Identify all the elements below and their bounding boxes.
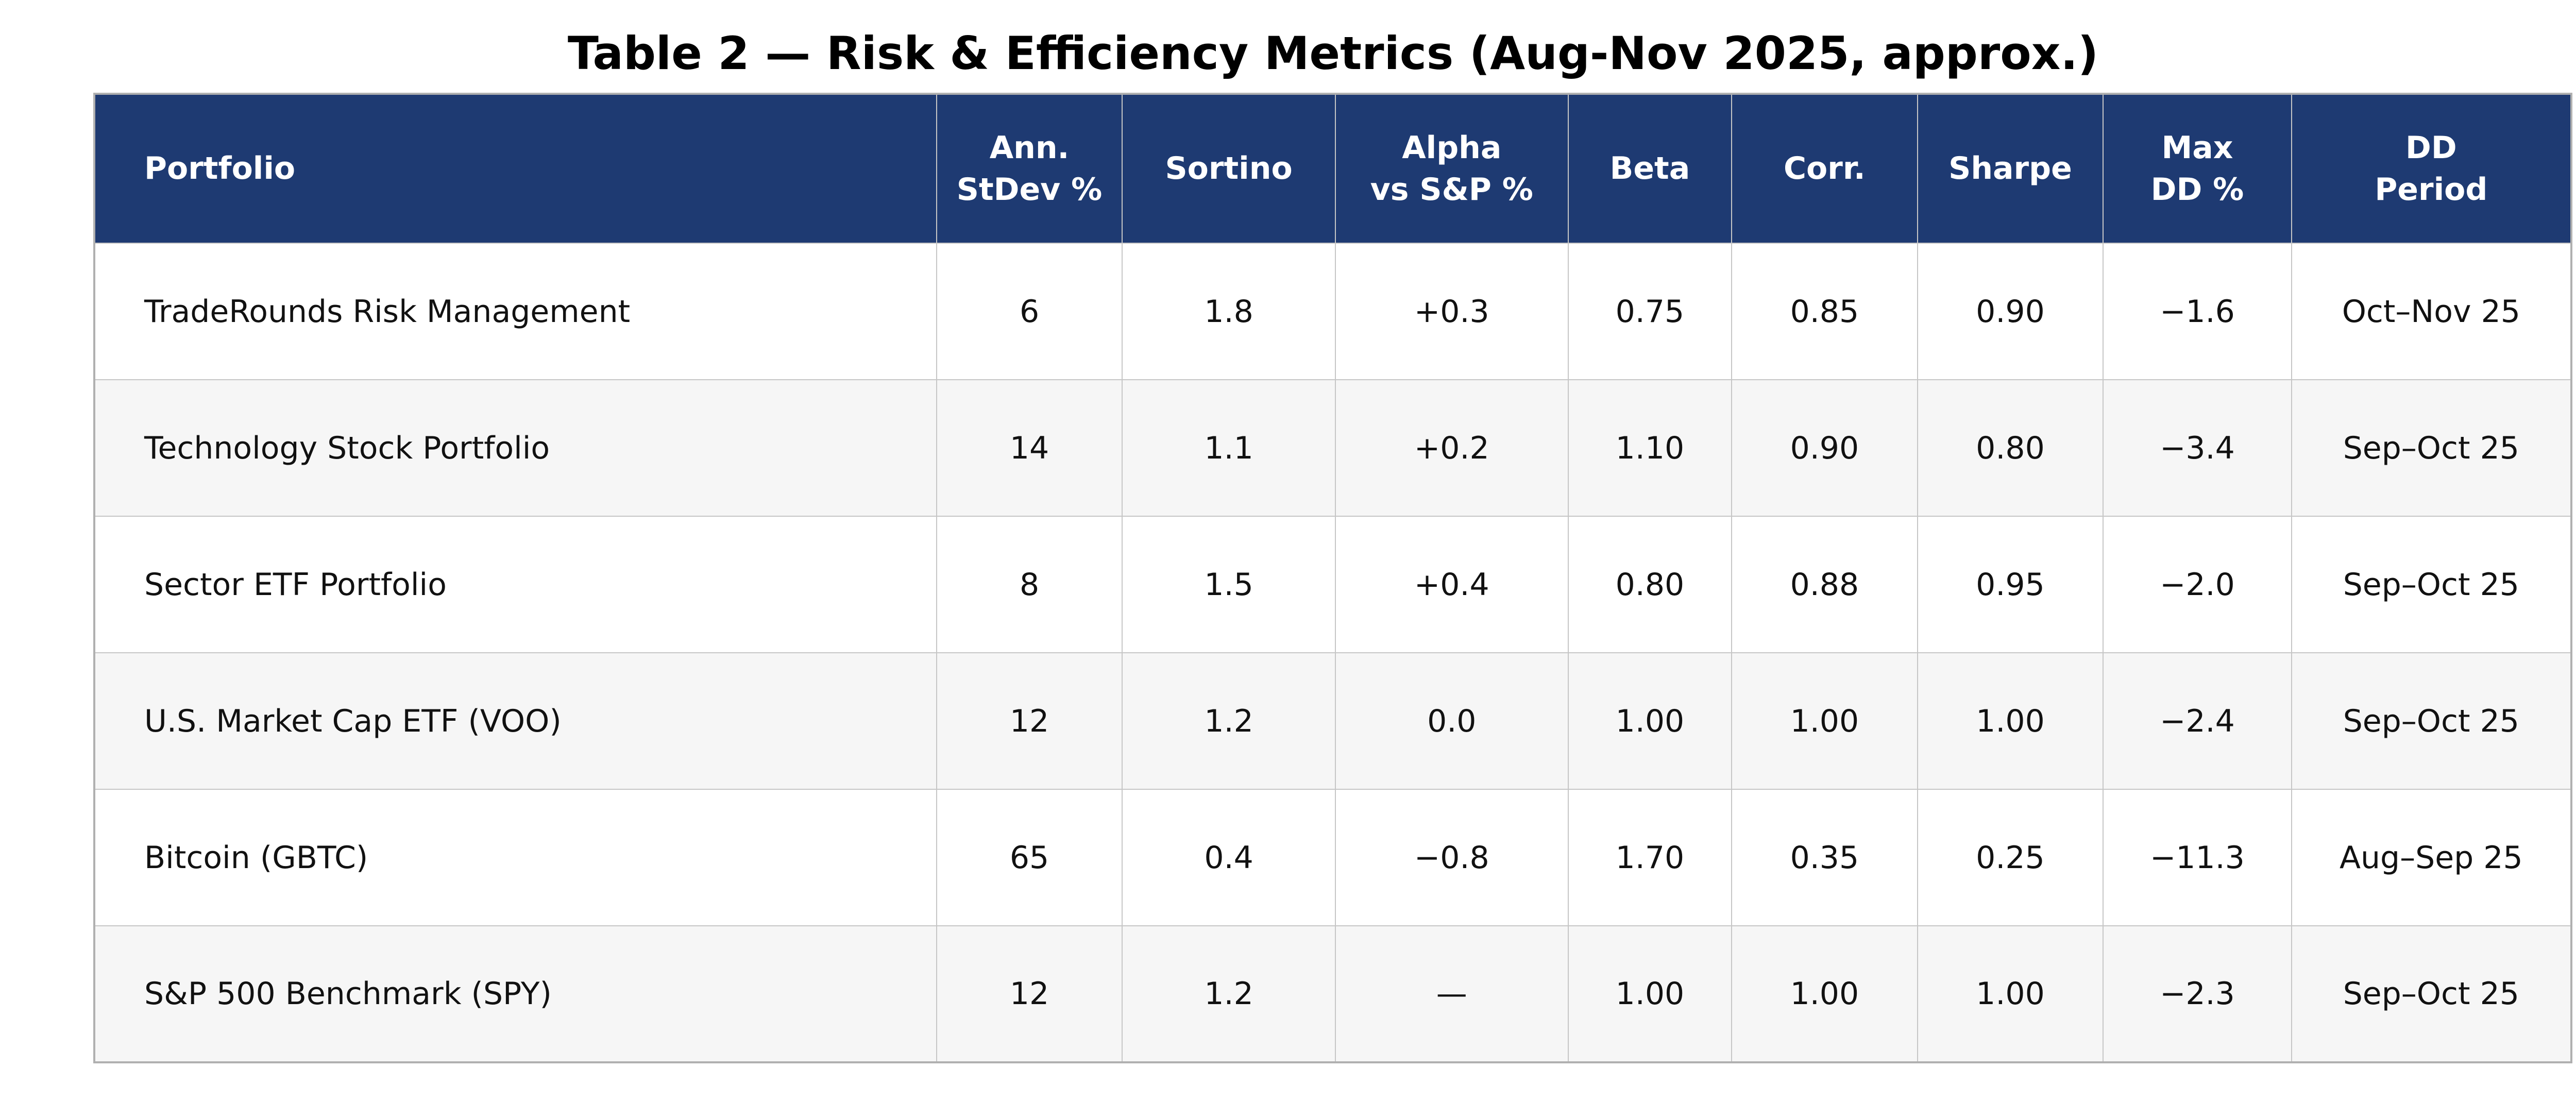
column-header-ann_stdev: Ann. StDev %	[936, 93, 1123, 244]
cell-ann_stdev: 8	[936, 516, 1123, 653]
cell-portfolio: TradeRounds Risk Management	[94, 243, 937, 380]
column-header-max_dd: Max DD %	[2103, 93, 2292, 244]
cell-alpha: —	[1334, 925, 1569, 1063]
cell-alpha: +0.3	[1334, 243, 1569, 380]
cell-beta: 1.00	[1567, 925, 1733, 1063]
cell-alpha: +0.2	[1334, 379, 1569, 517]
header-row: Portfolio Ann. StDev % Sortino Alpha vs S&P…	[94, 93, 2572, 244]
cell-portfolio: Sector ETF Portfolio	[94, 516, 937, 653]
table-header: Portfolio Ann. StDev % Sortino Alpha vs S&P…	[94, 93, 2572, 244]
table-row: Technology Stock Portfolio 14 1.1 +0.2 1.10 0…	[94, 379, 2572, 517]
column-header-sharpe: Sharpe	[1917, 93, 2104, 244]
cell-corr: 0.85	[1731, 243, 1918, 380]
cell-sortino: 1.2	[1122, 925, 1336, 1063]
cell-beta: 1.10	[1567, 379, 1733, 517]
cell-sharpe: 0.25	[1917, 789, 2104, 926]
cell-sortino: 1.2	[1122, 652, 1336, 790]
cell-alpha: 0.0	[1334, 652, 1569, 790]
cell-dd_period: Oct–Nov 25	[2291, 243, 2572, 380]
cell-portfolio: S&P 500 Benchmark (SPY)	[94, 925, 937, 1063]
cell-sortino: 1.8	[1122, 243, 1336, 380]
cell-max_dd: −1.6	[2103, 243, 2292, 380]
column-header-dd_period: DD Period	[2291, 93, 2572, 244]
cell-corr: 1.00	[1731, 652, 1918, 790]
cell-portfolio: U.S. Market Cap ETF (VOO)	[94, 652, 937, 790]
cell-corr: 0.35	[1731, 789, 1918, 926]
cell-corr: 1.00	[1731, 925, 1918, 1063]
column-header-corr: Corr.	[1731, 93, 1918, 244]
cell-portfolio: Technology Stock Portfolio	[94, 379, 937, 517]
cell-sharpe: 0.95	[1917, 516, 2104, 653]
cell-beta: 0.80	[1567, 516, 1733, 653]
table-body: TradeRounds Risk Management 6 1.8 +0.3 0.75 0…	[94, 243, 2572, 1063]
cell-dd_period: Aug–Sep 25	[2291, 789, 2572, 926]
cell-ann_stdev: 12	[936, 652, 1123, 790]
column-header-sortino: Sortino	[1122, 93, 1336, 244]
cell-corr: 0.88	[1731, 516, 1918, 653]
table-row: S&P 500 Benchmark (SPY) 12 1.2—1.00 1.00 1.0…	[94, 925, 2572, 1063]
cell-alpha: −0.8	[1334, 789, 1569, 926]
cell-dd_period: Sep–Oct 25	[2291, 652, 2572, 790]
table-title: Table 2 — Risk & Efficiency Metrics (Aug…	[567, 27, 2099, 80]
cell-max_dd: −2.4	[2103, 652, 2292, 790]
risk-efficiency-metrics-table: Portfolio Ann. StDev % Sortino Alpha vs S&P…	[93, 93, 2572, 1063]
cell-sharpe: 1.00	[1917, 652, 2104, 790]
column-header-alpha: Alpha vs S&P %	[1334, 93, 1569, 244]
table-row: U.S. Market Cap ETF (VOO) 12 1.2 0.0 1.00 1.0…	[94, 652, 2572, 790]
table-row: Sector ETF Portfolio 8 1.5 +0.4 0.80 0.88 0.95…	[94, 516, 2572, 653]
cell-ann_stdev: 65	[936, 789, 1123, 926]
cell-sharpe: 0.90	[1917, 243, 2104, 380]
cell-corr: 0.90	[1731, 379, 1918, 517]
cell-ann_stdev: 14	[936, 379, 1123, 517]
cell-max_dd: −11.3	[2103, 789, 2292, 926]
cell-sharpe: 1.00	[1917, 925, 2104, 1063]
cell-beta: 1.00	[1567, 652, 1733, 790]
cell-dd_period: Sep–Oct 25	[2291, 925, 2572, 1063]
cell-beta: 0.75	[1567, 243, 1733, 380]
cell-beta: 1.70	[1567, 789, 1733, 926]
cell-max_dd: −2.0	[2103, 516, 2292, 653]
cell-max_dd: −3.4	[2103, 379, 2292, 517]
table-row: TradeRounds Risk Management 6 1.8 +0.3 0.75 0…	[94, 243, 2572, 380]
cell-ann_stdev: 6	[936, 243, 1123, 380]
column-header-portfolio: Portfolio	[94, 93, 937, 244]
cell-sortino: 1.1	[1122, 379, 1336, 517]
cell-sortino: 1.5	[1122, 516, 1336, 653]
cell-sharpe: 0.80	[1917, 379, 2104, 517]
cell-max_dd: −2.3	[2103, 925, 2292, 1063]
cell-alpha: +0.4	[1334, 516, 1569, 653]
table-row: Bitcoin (GBTC) 65 0.4 −0.8 1.70 0.35 0.25 −11.3…	[94, 789, 2572, 926]
cell-ann_stdev: 12	[936, 925, 1123, 1063]
cell-dd_period: Sep–Oct 25	[2291, 379, 2572, 517]
cell-dd_period: Sep–Oct 25	[2291, 516, 2572, 653]
cell-sortino: 0.4	[1122, 789, 1336, 926]
column-header-beta: Beta	[1567, 93, 1733, 244]
cell-portfolio: Bitcoin (GBTC)	[94, 789, 937, 926]
